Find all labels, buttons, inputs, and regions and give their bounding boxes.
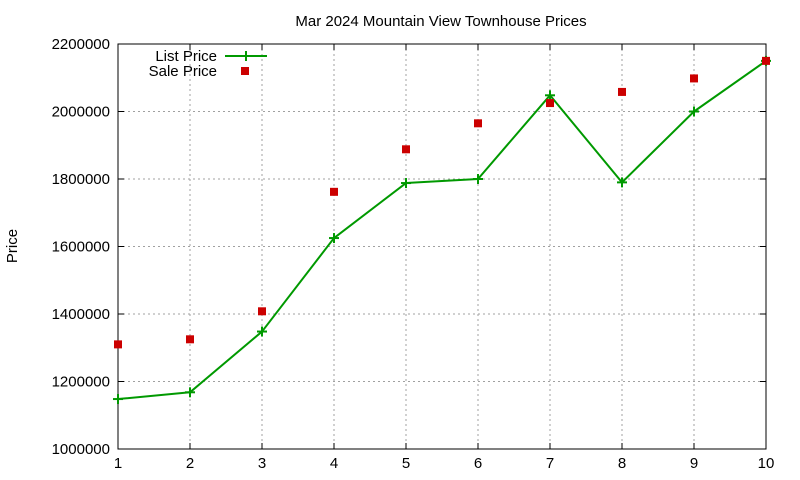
legend-plus-glyph: [241, 51, 251, 61]
list-price-point: [329, 233, 339, 244]
sale-price-point: [114, 340, 122, 349]
x-tick-label: 1: [114, 455, 122, 472]
x-tick-label: 5: [402, 455, 410, 472]
sale-price-point: [618, 87, 626, 96]
list-price-point: [401, 178, 411, 189]
sale-price-point: [330, 187, 338, 196]
list-price-point: [185, 387, 195, 398]
legend-label-sale-price: Sale Price: [149, 63, 217, 80]
sale-price-point: [186, 335, 194, 344]
list-price-point: [113, 394, 123, 405]
grid-lines: [118, 44, 766, 449]
sale-price-point: [690, 74, 698, 83]
legend-label-list-price: List Price: [155, 48, 217, 65]
y-axis-label: Price: [4, 229, 21, 263]
x-tick-label: 7: [546, 455, 554, 472]
y-tick-label: 1600000: [52, 239, 110, 256]
legend-marker-sale-price: [241, 67, 249, 75]
sale-price-point: [474, 119, 482, 128]
x-tick-label: 2: [186, 455, 194, 472]
list-price-point: [473, 174, 483, 184]
legend: List Price Sale Price: [149, 48, 267, 80]
y-tick-labels: 1000000 1200000 1400000 1600000 1800000 20000…: [52, 36, 110, 458]
sale-price-point: [258, 307, 266, 316]
x-tick-labels: 1 2 3 4 5 6 7 8 9 10: [114, 455, 775, 472]
legend-marker-list-price: [241, 51, 251, 61]
list-price-point: [545, 90, 555, 101]
y-tick-label: 2000000: [52, 104, 110, 121]
list-price-point: [617, 177, 627, 188]
list-price-line: [117, 60, 767, 401]
x-tick-label: 8: [618, 455, 626, 472]
y-tick-label: 1400000: [52, 306, 110, 323]
axis-ticks: [117, 43, 767, 450]
sale-price-point: [762, 56, 770, 65]
list-price-point: [689, 106, 699, 117]
sale-price-point: [402, 145, 410, 154]
x-tick-label: 4: [330, 455, 338, 472]
x-tick-label: 9: [690, 455, 698, 472]
x-tick-label: 3: [258, 455, 266, 472]
chart-title: Mar 2024 Mountain View Townhouse Prices: [295, 13, 586, 30]
x-tick-label: 10: [758, 455, 775, 472]
series-layer: [113, 55, 771, 405]
y-tick-label: 1000000: [52, 441, 110, 458]
list-price-point: [257, 326, 267, 337]
x-tick-label: 6: [474, 455, 482, 472]
sale-price-point: [546, 99, 554, 108]
y-tick-label: 2200000: [52, 36, 110, 53]
y-tick-label: 1800000: [52, 171, 110, 188]
y-tick-label: 1200000: [52, 374, 110, 391]
